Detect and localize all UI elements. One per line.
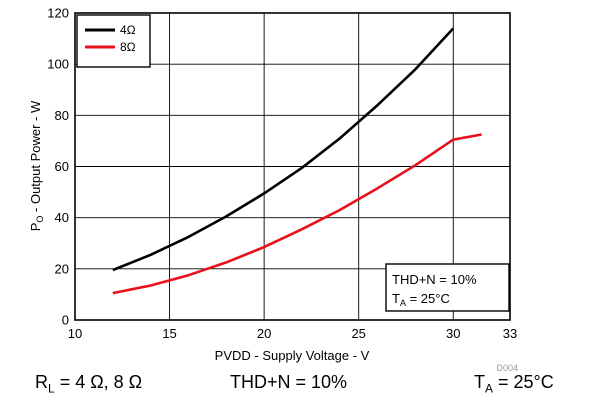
y-axis-label: PO - Output Power - W bbox=[28, 100, 45, 231]
annotation-box bbox=[385, 263, 510, 312]
annotation-thd: THD+N = 10% bbox=[392, 272, 477, 287]
y-tick-label: 100 bbox=[47, 57, 69, 72]
y-tick-label: 0 bbox=[62, 313, 69, 328]
legend-label-8ohm: 8Ω bbox=[120, 40, 136, 54]
x-tick-label: 10 bbox=[68, 326, 82, 341]
series-4ohm-line bbox=[112, 27, 455, 272]
x-tick-label: 25 bbox=[351, 326, 365, 341]
x-tick-label: 30 bbox=[446, 326, 460, 341]
x-tick-label: 15 bbox=[162, 326, 176, 341]
condition-annotation: THD+N = 10% TA = 25°C bbox=[385, 263, 510, 312]
y-tick-label: 60 bbox=[55, 159, 69, 174]
legend-box bbox=[76, 14, 151, 68]
x-tick-label: 33 bbox=[503, 326, 517, 341]
x-tick-label: 20 bbox=[257, 326, 271, 341]
annotation-temperature: TA = 25°C bbox=[392, 291, 450, 308]
legend-label-4ohm: 4Ω bbox=[120, 23, 136, 37]
x-axis-label: PVDD - Supply Voltage - V bbox=[215, 348, 370, 363]
caption-temperature: TA = 25°C bbox=[474, 372, 554, 396]
legend: 4Ω 8Ω bbox=[76, 14, 151, 68]
series-layer bbox=[112, 27, 482, 295]
y-tick-label: 40 bbox=[55, 210, 69, 225]
plot-frame bbox=[74, 12, 511, 321]
y-tick-label: 20 bbox=[55, 261, 69, 276]
y-tick-label: 120 bbox=[47, 6, 69, 21]
series-8ohm-line bbox=[112, 133, 482, 295]
caption-load: RL = 4 Ω, 8 Ω bbox=[35, 372, 143, 396]
y-tick-label: 80 bbox=[55, 108, 69, 123]
tick-labels: 10 15 20 25 30 33 0 20 40 60 80 100 120 bbox=[47, 6, 517, 342]
caption-thd: THD+N = 10% bbox=[230, 372, 348, 392]
figure-code: D004 bbox=[496, 363, 518, 373]
grid-lines bbox=[75, 13, 510, 320]
